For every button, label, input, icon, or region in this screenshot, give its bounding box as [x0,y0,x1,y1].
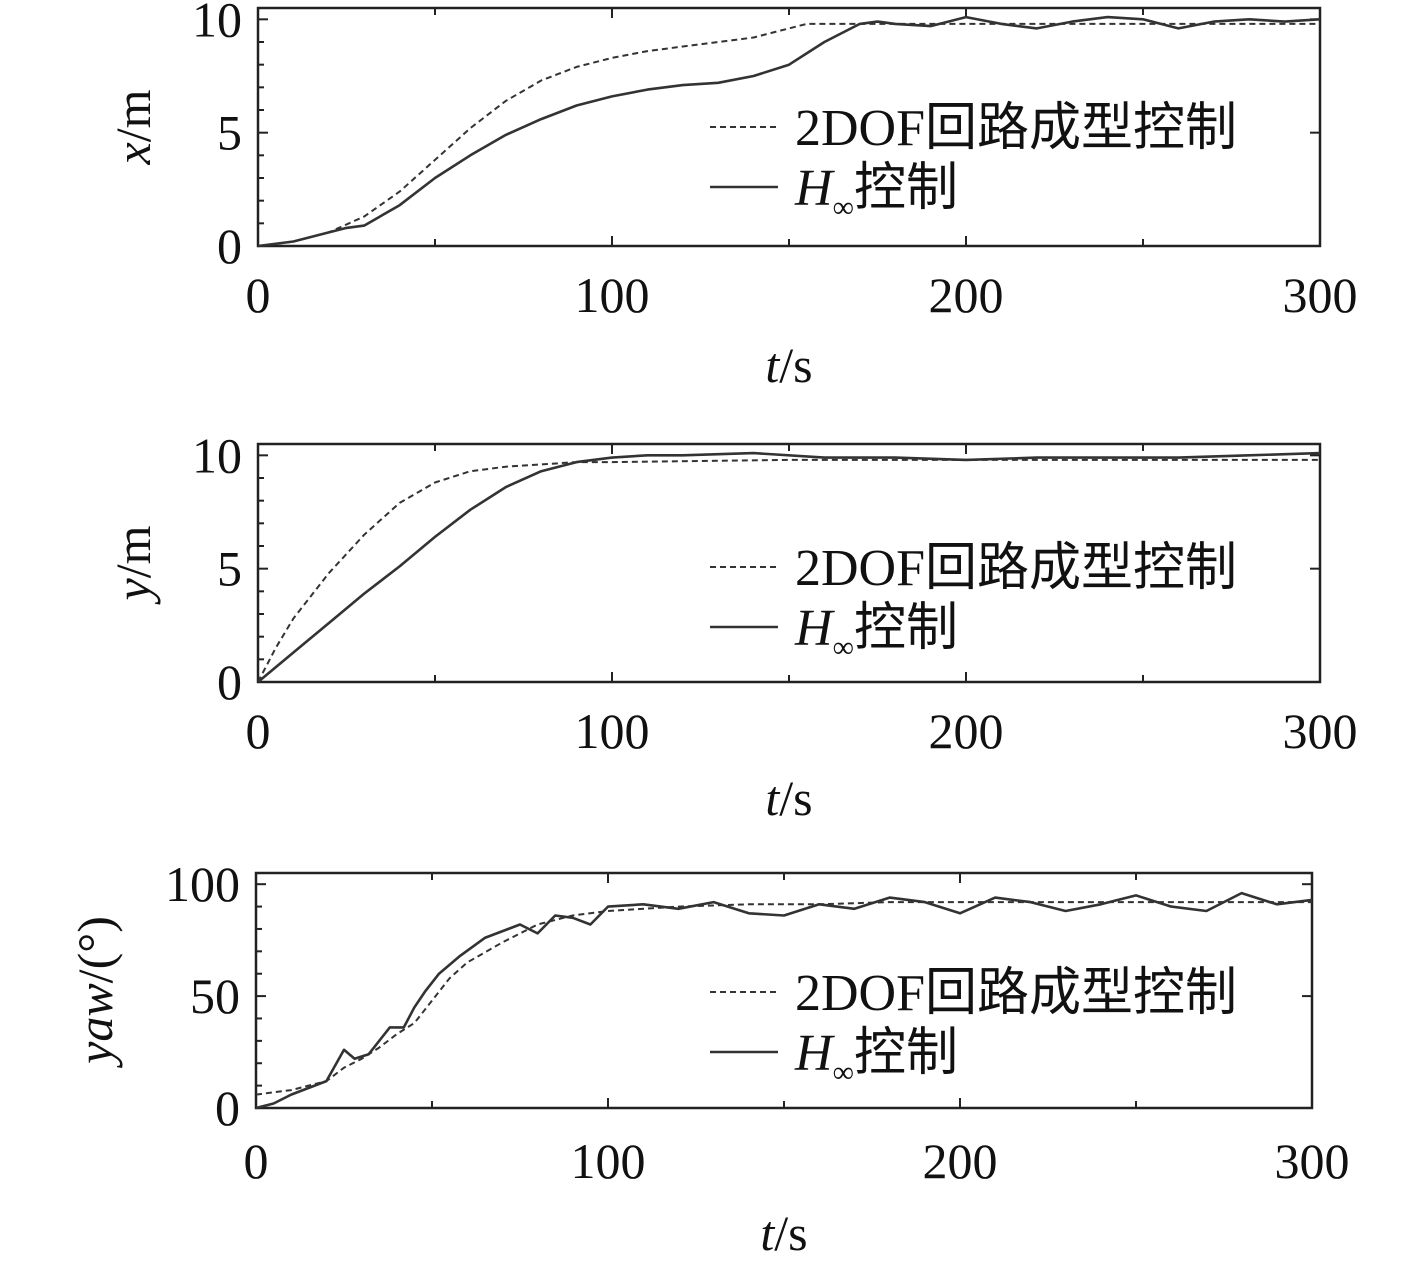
y-tick-label: 0 [217,654,242,710]
legend-hinf-suffix: 控制 [854,1025,958,1082]
y-tick-label: 50 [190,968,240,1024]
y-tick-label: 0 [215,1080,240,1136]
x-axis-title: t/s [760,1205,807,1261]
y-axis-title: yaw/(°) [67,916,123,1069]
legend-label-hinf: H∞控制 [794,1025,958,1089]
x-axis-title: t/s [765,337,812,393]
y-axis-title-var: x [105,142,161,165]
x-axis-title-unit: /s [774,1205,807,1261]
legend-label-2dof: 2DOF回路成型控制 [795,540,1237,597]
y-axis-title: y/m [105,525,161,605]
x-tick-label: 200 [929,703,1004,759]
legend-hinf-symbol: H [794,160,835,217]
x-tick-label: 300 [1275,1133,1350,1189]
y-axis-title-text: yaw/(°) [67,916,123,1069]
y-tick-label: 0 [217,218,242,274]
x-tick-label: 0 [246,703,271,759]
x-tick-label: 300 [1283,703,1358,759]
series-line-hinf [257,15,1321,248]
legend-label-2dof: 2DOF回路成型控制 [795,100,1237,157]
x-axis-title-unit: /s [779,337,812,393]
x-tick-label: 100 [571,1133,646,1189]
series-line-hinf [255,891,1313,1110]
y-tick-label: 100 [165,856,240,912]
legend-hinf-symbol: H [794,600,835,657]
series-line-2dof [255,901,1312,1096]
x-tick-label: 300 [1283,267,1358,323]
y-axis-title: x/m [105,89,161,165]
legend-label-hinf: H∞控制 [794,160,958,224]
x-tick-label: 0 [246,267,271,323]
x-tick-label: 200 [929,267,1004,323]
y-axis-title-unit: /(°) [67,916,123,983]
legend-label-2dof: 2DOF回路成型控制 [795,965,1237,1022]
y-axis-title-text: x/m [105,89,161,165]
x-axis-title-unit: /s [779,770,812,826]
y-tick-label: 5 [217,105,242,161]
x-axis-title-var: t [760,1205,775,1261]
x-axis-title-var: t [765,337,780,393]
legend-hinf-suffix: 控制 [854,160,958,217]
y-tick-label: 5 [217,541,242,597]
y-axis-title-unit: /m [105,89,161,142]
x-tick-label: 200 [923,1133,998,1189]
y-axis-title-var: yaw [67,983,123,1069]
y-tick-label: 10 [192,0,242,47]
x-tick-label: 0 [244,1133,269,1189]
legend-hinf-subscript: ∞ [833,191,854,224]
legend-hinf-symbol: H [794,1025,835,1082]
y-axis-title-text: y/m [105,525,161,605]
legend-hinf-subscript: ∞ [833,1056,854,1089]
series-line-2dof [257,458,1320,683]
y-tick-label: 10 [192,427,242,483]
x-axis-title-var: t [765,770,780,826]
legend-label-hinf: H∞控制 [794,600,958,664]
legend-hinf-suffix: 控制 [854,600,958,657]
x-tick-label: 100 [575,267,650,323]
y-axis-title-unit: /m [105,525,161,578]
y-axis-title-var: y [105,578,161,606]
x-axis-title: t/s [765,770,812,826]
x-tick-label: 100 [575,703,650,759]
legend-hinf-subscript: ∞ [833,631,854,664]
series-line-hinf [257,451,1321,683]
